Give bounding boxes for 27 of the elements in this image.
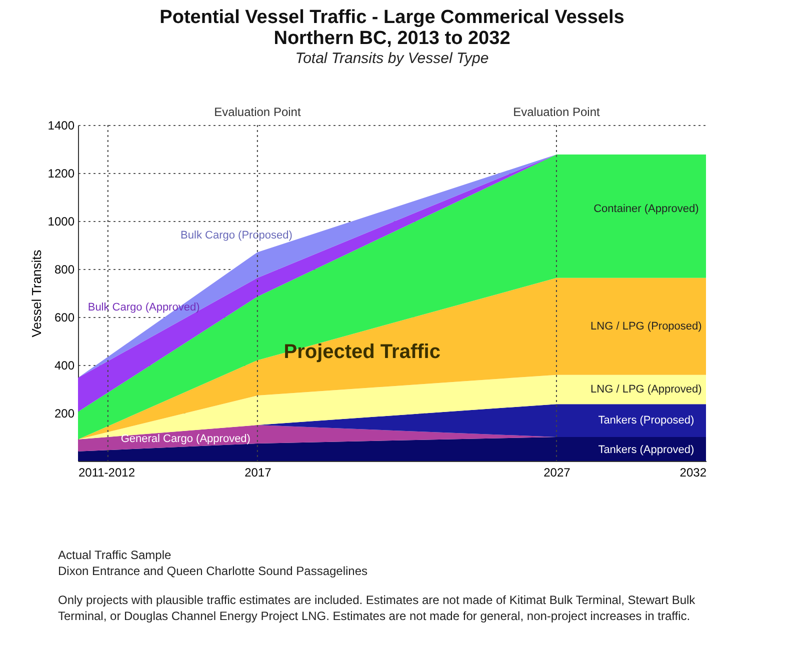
- y-tick-label: 800: [54, 262, 75, 276]
- x-tick-label: 2027: [544, 466, 571, 480]
- text: Actual Traffic Sample: [58, 548, 172, 562]
- text: Dixon Entrance and Queen Charlotte Sound Passagelines: [58, 564, 369, 578]
- y-tick-label: 1000: [48, 214, 75, 228]
- y-tick-label: 200: [54, 406, 75, 420]
- y-tick-label: 1400: [48, 118, 75, 132]
- y-tick-label: 1200: [48, 166, 75, 180]
- series-label: Tankers (Proposed): [598, 414, 694, 427]
- series-label: LNG / LPG (Proposed): [590, 320, 702, 333]
- series-label: Bulk Cargo (Proposed): [180, 229, 292, 242]
- series-label: Tankers (Approved): [598, 444, 694, 456]
- x-tick-label: 2011-2012: [78, 466, 136, 480]
- ref-line-label: Evaluation Point: [214, 105, 302, 119]
- y-axis-title: Vessel Transits: [28, 249, 44, 338]
- x-tick-label: 2017: [244, 466, 272, 480]
- chart-title: Potential Vessel Traffic - Large Commerical Vessels Northern BC, 2013 to 2032: [160, 7, 624, 49]
- annotation: Projected Traffic: [284, 340, 440, 363]
- series-label: LNG / LPG (Approved): [590, 383, 702, 396]
- y-tick-label: 600: [54, 310, 75, 324]
- x-tick-label: 2032: [680, 466, 707, 480]
- series-label: Container (Approved): [594, 203, 699, 215]
- chart-subtitle: Total Transits by Vessel Type: [295, 50, 489, 67]
- ref-line-label: Evaluation Point: [513, 105, 600, 119]
- text: Only projects with plausible traffic estimates are included. Estimates are not made of Kitimat Bulk Terminal, Stewart Bulk Terminal, or Douglas Channel Energy Project LNG. Estimates are not made for general, non-project increases in traffic.: [58, 592, 696, 624]
- y-tick-label: 400: [54, 358, 75, 372]
- series-label: General Cargo (Approved): [120, 432, 250, 445]
